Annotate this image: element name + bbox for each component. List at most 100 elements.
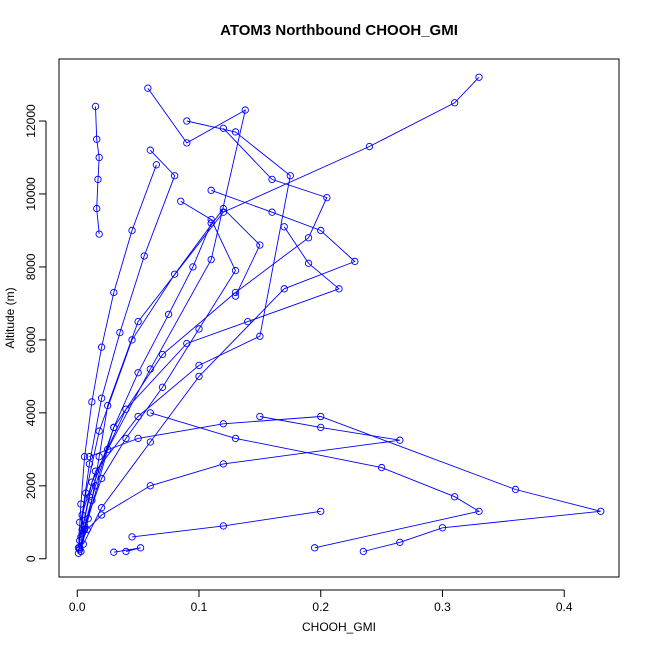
data-point xyxy=(136,544,145,552)
data-point xyxy=(95,230,103,238)
y-axis-label: Altitude (m) xyxy=(3,287,17,348)
data-point xyxy=(475,507,483,515)
data-point xyxy=(110,288,118,297)
series-line xyxy=(89,416,601,552)
data-point xyxy=(177,197,185,205)
data-point xyxy=(317,507,325,515)
series-line xyxy=(78,164,157,548)
data-point xyxy=(511,485,520,494)
data-point xyxy=(93,135,101,143)
series-line xyxy=(82,189,356,545)
y-tick-label: 2000 xyxy=(24,472,38,499)
data-point xyxy=(95,427,103,435)
data-point xyxy=(451,493,459,501)
data-point xyxy=(268,175,276,184)
x-tick-label: 0.2 xyxy=(312,600,329,614)
data-point xyxy=(317,412,325,421)
series-5 xyxy=(77,124,331,541)
data-point xyxy=(146,438,154,446)
data-point xyxy=(183,117,191,125)
data-point xyxy=(475,73,483,81)
data-point xyxy=(359,547,367,556)
data-point xyxy=(74,549,83,557)
data-point xyxy=(207,215,215,224)
x-tick-label: 0.0 xyxy=(69,600,86,614)
x-axis-label: CHOOH_GMI xyxy=(302,620,376,634)
data-point xyxy=(195,325,203,333)
data-point xyxy=(158,383,167,391)
series-13 xyxy=(78,197,240,537)
data-point xyxy=(231,434,240,443)
data-point xyxy=(164,310,173,319)
data-point xyxy=(93,204,101,213)
series-0 xyxy=(77,73,483,556)
series-4 xyxy=(79,186,359,548)
data-point xyxy=(134,369,142,377)
data-point xyxy=(323,193,331,202)
series-14 xyxy=(76,219,215,554)
y-tick-label: 8000 xyxy=(24,253,38,280)
y-tick-label: 4000 xyxy=(24,399,38,426)
data-point xyxy=(256,412,264,421)
data-point xyxy=(365,142,374,151)
x-tick-label: 0.1 xyxy=(191,600,208,614)
series-16 xyxy=(110,544,145,556)
data-point xyxy=(241,106,249,114)
data-point xyxy=(128,226,136,235)
data-point xyxy=(183,139,191,147)
data-point xyxy=(97,504,106,512)
data-point xyxy=(231,266,240,275)
y-tick-label: 10000 xyxy=(24,177,38,211)
data-point xyxy=(74,544,83,552)
data-point xyxy=(396,538,404,546)
data-point xyxy=(171,270,179,278)
x-axis: 0.0 0.1 0.2 0.3 0.4 xyxy=(69,589,573,614)
data-point xyxy=(116,328,124,337)
data-point xyxy=(189,263,197,271)
data-point xyxy=(146,146,154,154)
data-point xyxy=(128,533,136,541)
series-9 xyxy=(76,204,264,545)
data-point xyxy=(317,423,325,432)
data-point xyxy=(152,161,161,169)
data-point xyxy=(304,234,313,242)
data-point xyxy=(140,252,148,260)
data-point xyxy=(146,482,154,490)
data-point xyxy=(91,467,100,475)
data-point xyxy=(110,548,118,556)
data-point xyxy=(171,172,179,180)
data-point xyxy=(317,226,325,235)
data-point xyxy=(122,547,130,556)
series-1 xyxy=(85,412,605,556)
series-line xyxy=(80,76,480,552)
series-line xyxy=(80,127,328,537)
data-point xyxy=(207,219,215,227)
data-point xyxy=(256,332,264,340)
x-tick-label: 0.3 xyxy=(434,600,451,614)
data-point xyxy=(268,208,276,216)
data-point xyxy=(76,545,84,554)
plot-frame xyxy=(58,58,620,578)
data-point xyxy=(77,547,85,556)
data-point xyxy=(195,361,203,370)
y-tick-label: 6000 xyxy=(24,326,38,353)
data-point xyxy=(94,175,102,184)
data-point xyxy=(158,350,167,359)
data-point xyxy=(231,128,240,136)
data-point xyxy=(195,372,203,381)
data-point xyxy=(144,84,152,92)
data-point xyxy=(80,522,89,530)
data-point xyxy=(219,204,227,213)
chart-title: ATOM3 Northbound CHOOH_GMI xyxy=(220,22,458,39)
data-point xyxy=(146,365,154,373)
data-point xyxy=(97,394,106,402)
data-point xyxy=(351,257,359,266)
x-tick-label: 0.4 xyxy=(556,600,573,614)
data-point xyxy=(280,285,288,293)
data-point xyxy=(451,99,459,107)
series-layer xyxy=(74,73,605,557)
data-point xyxy=(78,511,86,519)
data-point xyxy=(91,482,100,490)
series-line xyxy=(150,412,481,549)
data-point xyxy=(377,463,386,472)
